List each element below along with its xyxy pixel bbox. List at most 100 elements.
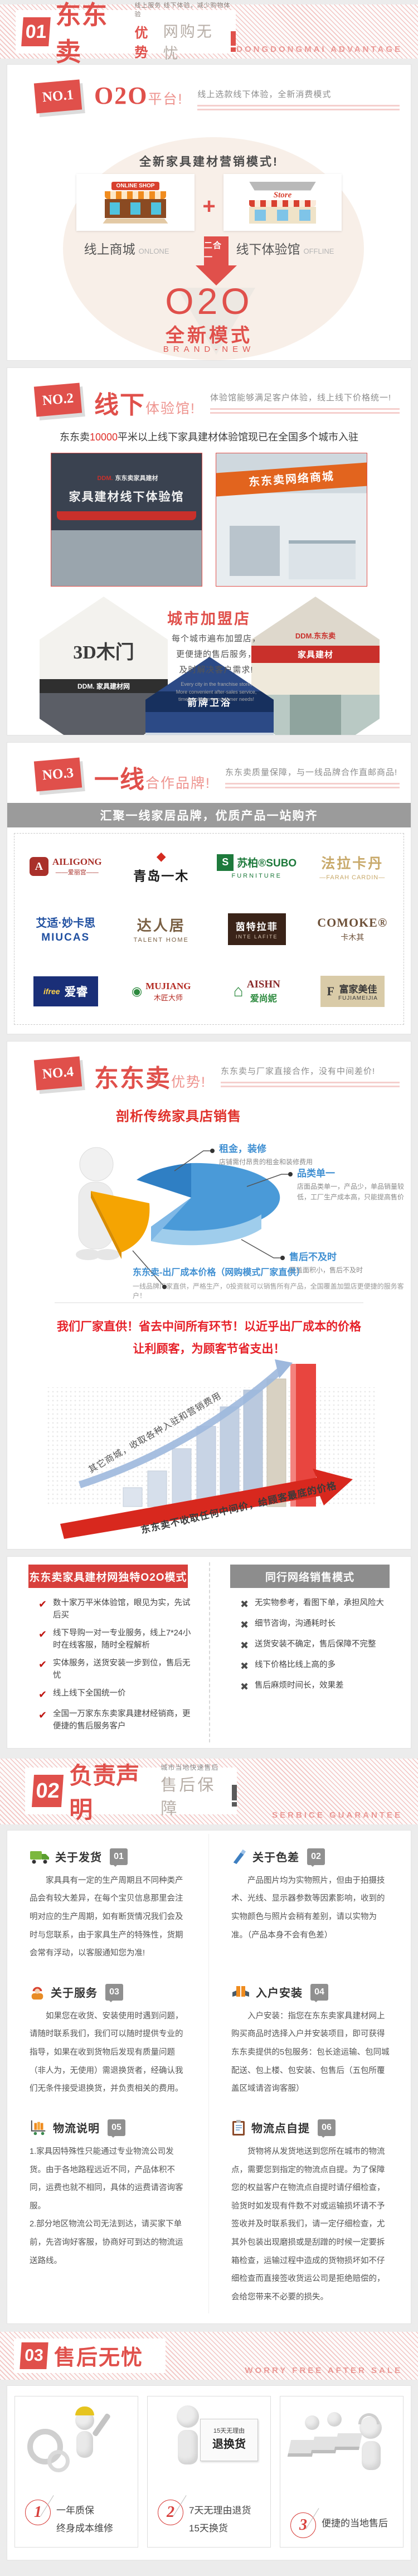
band-01-english: DONGDONGMAI ADVANTAGE <box>236 45 402 54</box>
offline-label: 线下体验馆 OFFLINE <box>236 242 334 256</box>
service-pickup: 物流点自提 06 货物将从发货地送到您所在城市的物流点，需要您到指定的物流点自提… <box>209 2105 411 2313</box>
service-text: 家具具有一定的生产周期且不同种类产品会有较大差异，在每个宝贝信息那里会注明对应的… <box>30 1876 183 1958</box>
double-underline <box>220 1082 400 1087</box>
no1-subtitle: 线上选款线下体验，全新消费模式 <box>197 81 400 110</box>
no3-badge: NO.3 <box>33 757 82 792</box>
band-02-small: 城市当地快速售后 <box>161 1764 219 1772</box>
aftersale-warranty-box: 1 一年质保 终身成本维修 <box>14 2395 138 2548</box>
pie-chart-title: 剖析传统家具店销售 <box>116 1109 241 1124</box>
service-text: 2.部分地区物流公司无法到达，请买家下单前，先咨询好客服，协商好可到达的物流运送… <box>30 2220 183 2265</box>
aftersale-number: 2 <box>158 2499 183 2525</box>
number-badge: 04 <box>310 1983 328 2002</box>
compare-left-list: ✔ 数十家万平米体验馆，眼见为实，先试后买 ✔ 线下导购一对一专业服务，线上7*24… <box>7 1588 209 1738</box>
aftersale-number: 1 <box>25 2499 51 2525</box>
number-badge: 06 <box>318 2119 336 2138</box>
brand-grid: A AILIGONG ——爱丽宫—— ◆ 青岛一木 S 苏柏®SUBO FURN… <box>14 833 404 1025</box>
aftersale-local-box: 3 便捷的当地售后 <box>280 2395 404 2548</box>
brand-logo-miucas: 艾适·妙卡思 MIUCAS <box>36 917 96 943</box>
brand-logo-fujiameijia: F 富家美佳 FUJIAMEIJIA <box>305 967 401 1015</box>
brand-subtitle: 优势 <box>134 26 148 60</box>
no4-badge: NO.4 <box>33 1056 82 1091</box>
brand-title: 东东卖 <box>55 1 108 66</box>
service-text: 入户安装：指您在东东卖家具建材网上购买商品时选择入户并安装项目，即可获得东东卖提… <box>231 2011 390 2094</box>
brand-logo-ailigong: A AILIGONG ——爱丽宫—— <box>18 842 114 890</box>
no1-body: 全新家具建材营销模式! ONLINE SHOP Store + <box>7 115 411 360</box>
band-01-number: 01 <box>21 17 51 46</box>
aftersale-text: 便捷的当地售后 <box>322 2517 388 2529</box>
list-item: ✖ 送货安装不确定，售后保障不完整 <box>240 1638 396 1654</box>
band-02-number: 02 <box>31 1774 64 1807</box>
section-band-03: 03 售后无忧 WORRY FREE AFTER SALE <box>0 2331 418 2380</box>
cross-icon: ✖ <box>240 1619 249 1630</box>
double-underline <box>210 408 400 414</box>
check-icon: ✔ <box>38 1658 47 1670</box>
return-signboard: 15天无理由 退换货 <box>200 2418 258 2461</box>
service-text: 产品图片均为实物照片，但由于拍摄技术、光线、显示器参数等因素影响，收到的实物颜色… <box>231 1876 385 1940</box>
exclamation-mark <box>232 1784 237 1807</box>
offline-store-icon: Store <box>249 181 316 224</box>
factory-price-label: 东东卖-出厂成本价格（网购模式厂家直供） 一线品牌厂家直供，严格生产，0投资就可以… <box>133 1268 404 1300</box>
band-03-number: 03 <box>20 2342 48 2369</box>
cross-icon: ✖ <box>240 1639 249 1651</box>
support-team-illustration <box>280 2396 403 2485</box>
subo-icon: S <box>217 854 234 871</box>
pie-chart-graphic <box>76 1147 293 1289</box>
list-item: ✔ 数十家万平米体验馆，眼见为实，先试后买 <box>38 1597 195 1622</box>
band-02-sub: 售后保障 <box>161 1776 216 1818</box>
plus-sign: + <box>202 194 216 219</box>
service-text: 货物将从发货地送到您所在城市的物流点，需要您到指定的物流点自提。为了保障您的权益… <box>231 2147 385 2302</box>
aftersale-text: 7天无理由退货 15天换货 <box>189 2505 251 2534</box>
color-pen-icon <box>233 1849 246 1864</box>
brand-logo-talenthome: 达人居 TALENT HOME <box>133 917 189 943</box>
aishn-house-icon: ⌂ <box>233 982 244 1000</box>
yellow-hardhat-icon <box>75 2406 94 2415</box>
brand-new-text: BRAND-NEW <box>163 345 255 354</box>
price-comparison-chart: 其它商城，收取各种入驻和营销费用 东东卖不收取任何中间价，给顾客最底的价格 <box>7 1359 411 1543</box>
traditional-sales-analysis: 剖析传统家具店销售 <box>7 1097 411 1539</box>
wrench-icon <box>91 2412 111 2437</box>
bar-chart-graphic <box>46 1359 375 1539</box>
band-01-box: 01 东东卖 线上服务 线下体验，减少购物体验 优势 网购无忧 <box>16 1 236 66</box>
section-band-01: 01 东东卖 线上服务 线下体验，减少购物体验 优势 网购无忧 DONGDONG… <box>0 1 418 66</box>
aftersale-text: 一年质保 终身成本维修 <box>56 2505 113 2534</box>
list-item: ✔ 线上线下全国统一价 <box>38 1687 195 1703</box>
list-item: ✖ 线下价格比线上高的多 <box>240 1659 396 1674</box>
mall-interior-photo: 东东卖网络商城 <box>216 453 367 587</box>
number-badge: 05 <box>108 2119 125 2138</box>
pie-label-category: 品类单一 店面品类单一，产品少，单品销量较低，工厂生产成本高，只能提高售价 <box>297 1168 405 1202</box>
list-item: ✔ 全国一万家东东卖家具建材经销商，更便捷的售后服务客户 <box>38 1708 195 1733</box>
compare-left-header: 东东卖家具建材网独特O2O模式 <box>28 1565 188 1588</box>
pie-label-rent: 租金，装修 店铺需付昂贵的租金和装修费用 <box>219 1144 313 1166</box>
no3-header: NO.3 一线合作品牌! 东东卖质量保障，与一线品牌合作直邮商品! <box>7 743 411 798</box>
worker-icon <box>31 1987 43 1999</box>
no1-heading: 全新家具建材营销模式! <box>139 156 279 168</box>
list-item: ✖ 细节咨询，沟通耗时长 <box>240 1618 396 1633</box>
double-underline <box>225 783 400 788</box>
cross-icon: ✖ <box>240 1599 249 1610</box>
no2-subtitle: 体验馆能够满足客户体验，线上线下价格统一! <box>210 385 400 414</box>
pie-label-aftersale: 售后不及时 覆盖面积小，售后不及时 <box>289 1252 363 1274</box>
no1-header: NO.1 O2O平台! 线上选款线下体验，全新消费模式 <box>7 65 411 115</box>
package-hands-icon <box>232 1986 249 1997</box>
clipboard-icon <box>232 2119 245 2136</box>
no2-badge: NO.2 <box>33 382 82 417</box>
brand-logo-intelafite: 茵特拉菲 INTE LAFITE <box>209 905 305 953</box>
list-item: ✔ 实体服务，送货安装一步到位，售后无忧 <box>38 1657 195 1682</box>
online-shop-card: ONLINE SHOP <box>76 174 195 231</box>
divider <box>55 1302 363 1303</box>
brand-logo-farahcardin: 法拉卡丹 —FARAH CARDIN— <box>319 855 386 881</box>
brands-banner: 汇聚一线家居品牌，优质产品一站购齐 <box>7 803 411 827</box>
franchise-hex-zone: 城市加盟店 每个城市遍布加盟店， 更便捷的售后服务， 及时解决客户需求! Every… <box>7 594 411 735</box>
qingdaoyimu-icon: ◆ <box>156 849 166 863</box>
ailigong-icon: A <box>29 857 48 876</box>
band-03-title: 售后无忧 <box>54 2346 144 2370</box>
section-no1-o2o: NO.1 O2O平台! 线上选款线下体验，全新消费模式 全新家具建材营销模式! … <box>7 64 411 361</box>
compare-right-header: 同行网络销售模式 <box>230 1565 390 1588</box>
storefront-photo: DDM. 东东卖家具建材 家具建材线下体验馆 <box>51 453 202 587</box>
compare-right-list: ✖ 无实物参考，看图下单，承担风险大 ✖ 细节咨询，沟通耗时长 ✖ 送货安装不确定，售… <box>209 1588 411 1738</box>
o2o-big-text: O2O <box>165 280 253 322</box>
brand-logo-aishn: ⌂ AISHN 爱尚妮 <box>233 979 280 1004</box>
mujiang-icon: ◉ <box>132 984 143 998</box>
triangle-decoration <box>177 288 255 355</box>
